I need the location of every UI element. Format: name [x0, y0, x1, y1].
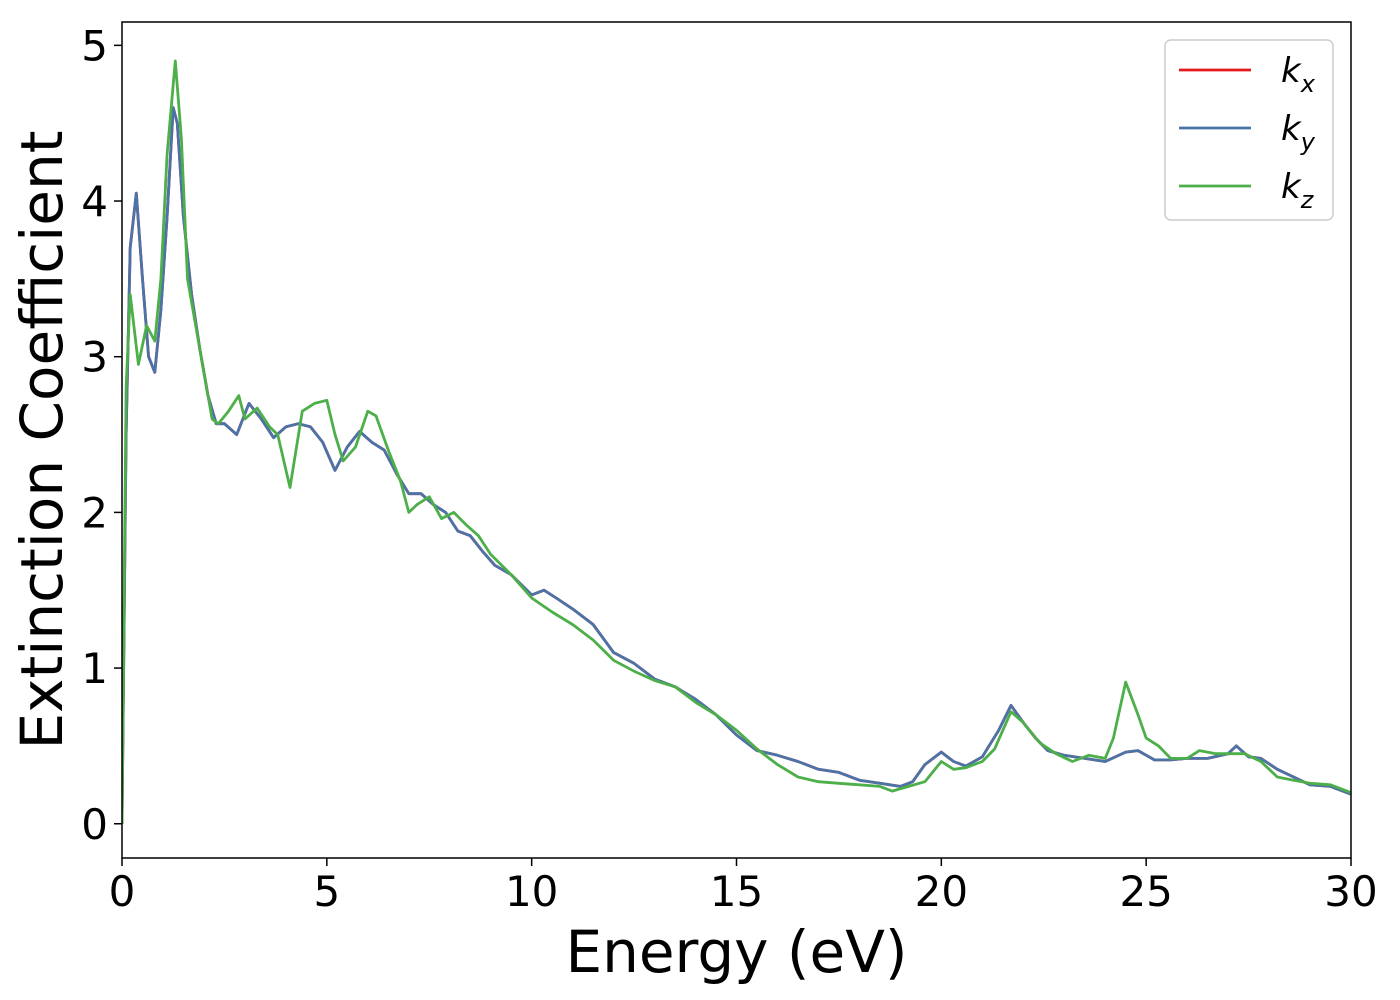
y-tick-label: 0: [81, 800, 108, 849]
y-tick-label: 4: [81, 177, 108, 226]
y-tick-label: 3: [81, 333, 108, 382]
x-tick-label: 30: [1324, 867, 1377, 916]
x-tick-label: 10: [505, 867, 558, 916]
legend-label-main: k: [1281, 51, 1302, 91]
x-tick-label: 5: [313, 867, 340, 916]
legend-label-ky: ky: [1281, 109, 1316, 156]
series-layer: [122, 59, 1351, 824]
x-axis: 0 5 10 15 20 25 30: [109, 858, 1378, 916]
x-axis-label: Energy (eV): [565, 918, 907, 986]
x-tick-label: 20: [915, 867, 968, 916]
legend-label-main: k: [1281, 109, 1302, 149]
legend-box: [1164, 39, 1334, 221]
y-axis-label: Extinction Coefficient: [8, 131, 76, 750]
y-tick-label: 1: [81, 644, 108, 693]
legend-label-kz: kz: [1281, 167, 1315, 214]
legend-label-subscript: z: [1300, 186, 1315, 214]
x-tick-label: 15: [710, 867, 763, 916]
series-line-ky: [122, 106, 1351, 824]
x-tick-label: 25: [1119, 867, 1172, 916]
y-tick-label: 2: [81, 488, 108, 537]
y-tick-label: 5: [81, 21, 108, 70]
legend-label-subscript: y: [1300, 128, 1316, 156]
series-line-kz: [122, 59, 1351, 824]
legend-label-subscript: x: [1300, 70, 1316, 98]
x-tick-label: 0: [109, 867, 136, 916]
y-axis: 0 1 2 3 4 5: [81, 21, 122, 849]
legend-label-main: k: [1281, 167, 1302, 207]
legend-label-kx: kx: [1281, 51, 1316, 98]
